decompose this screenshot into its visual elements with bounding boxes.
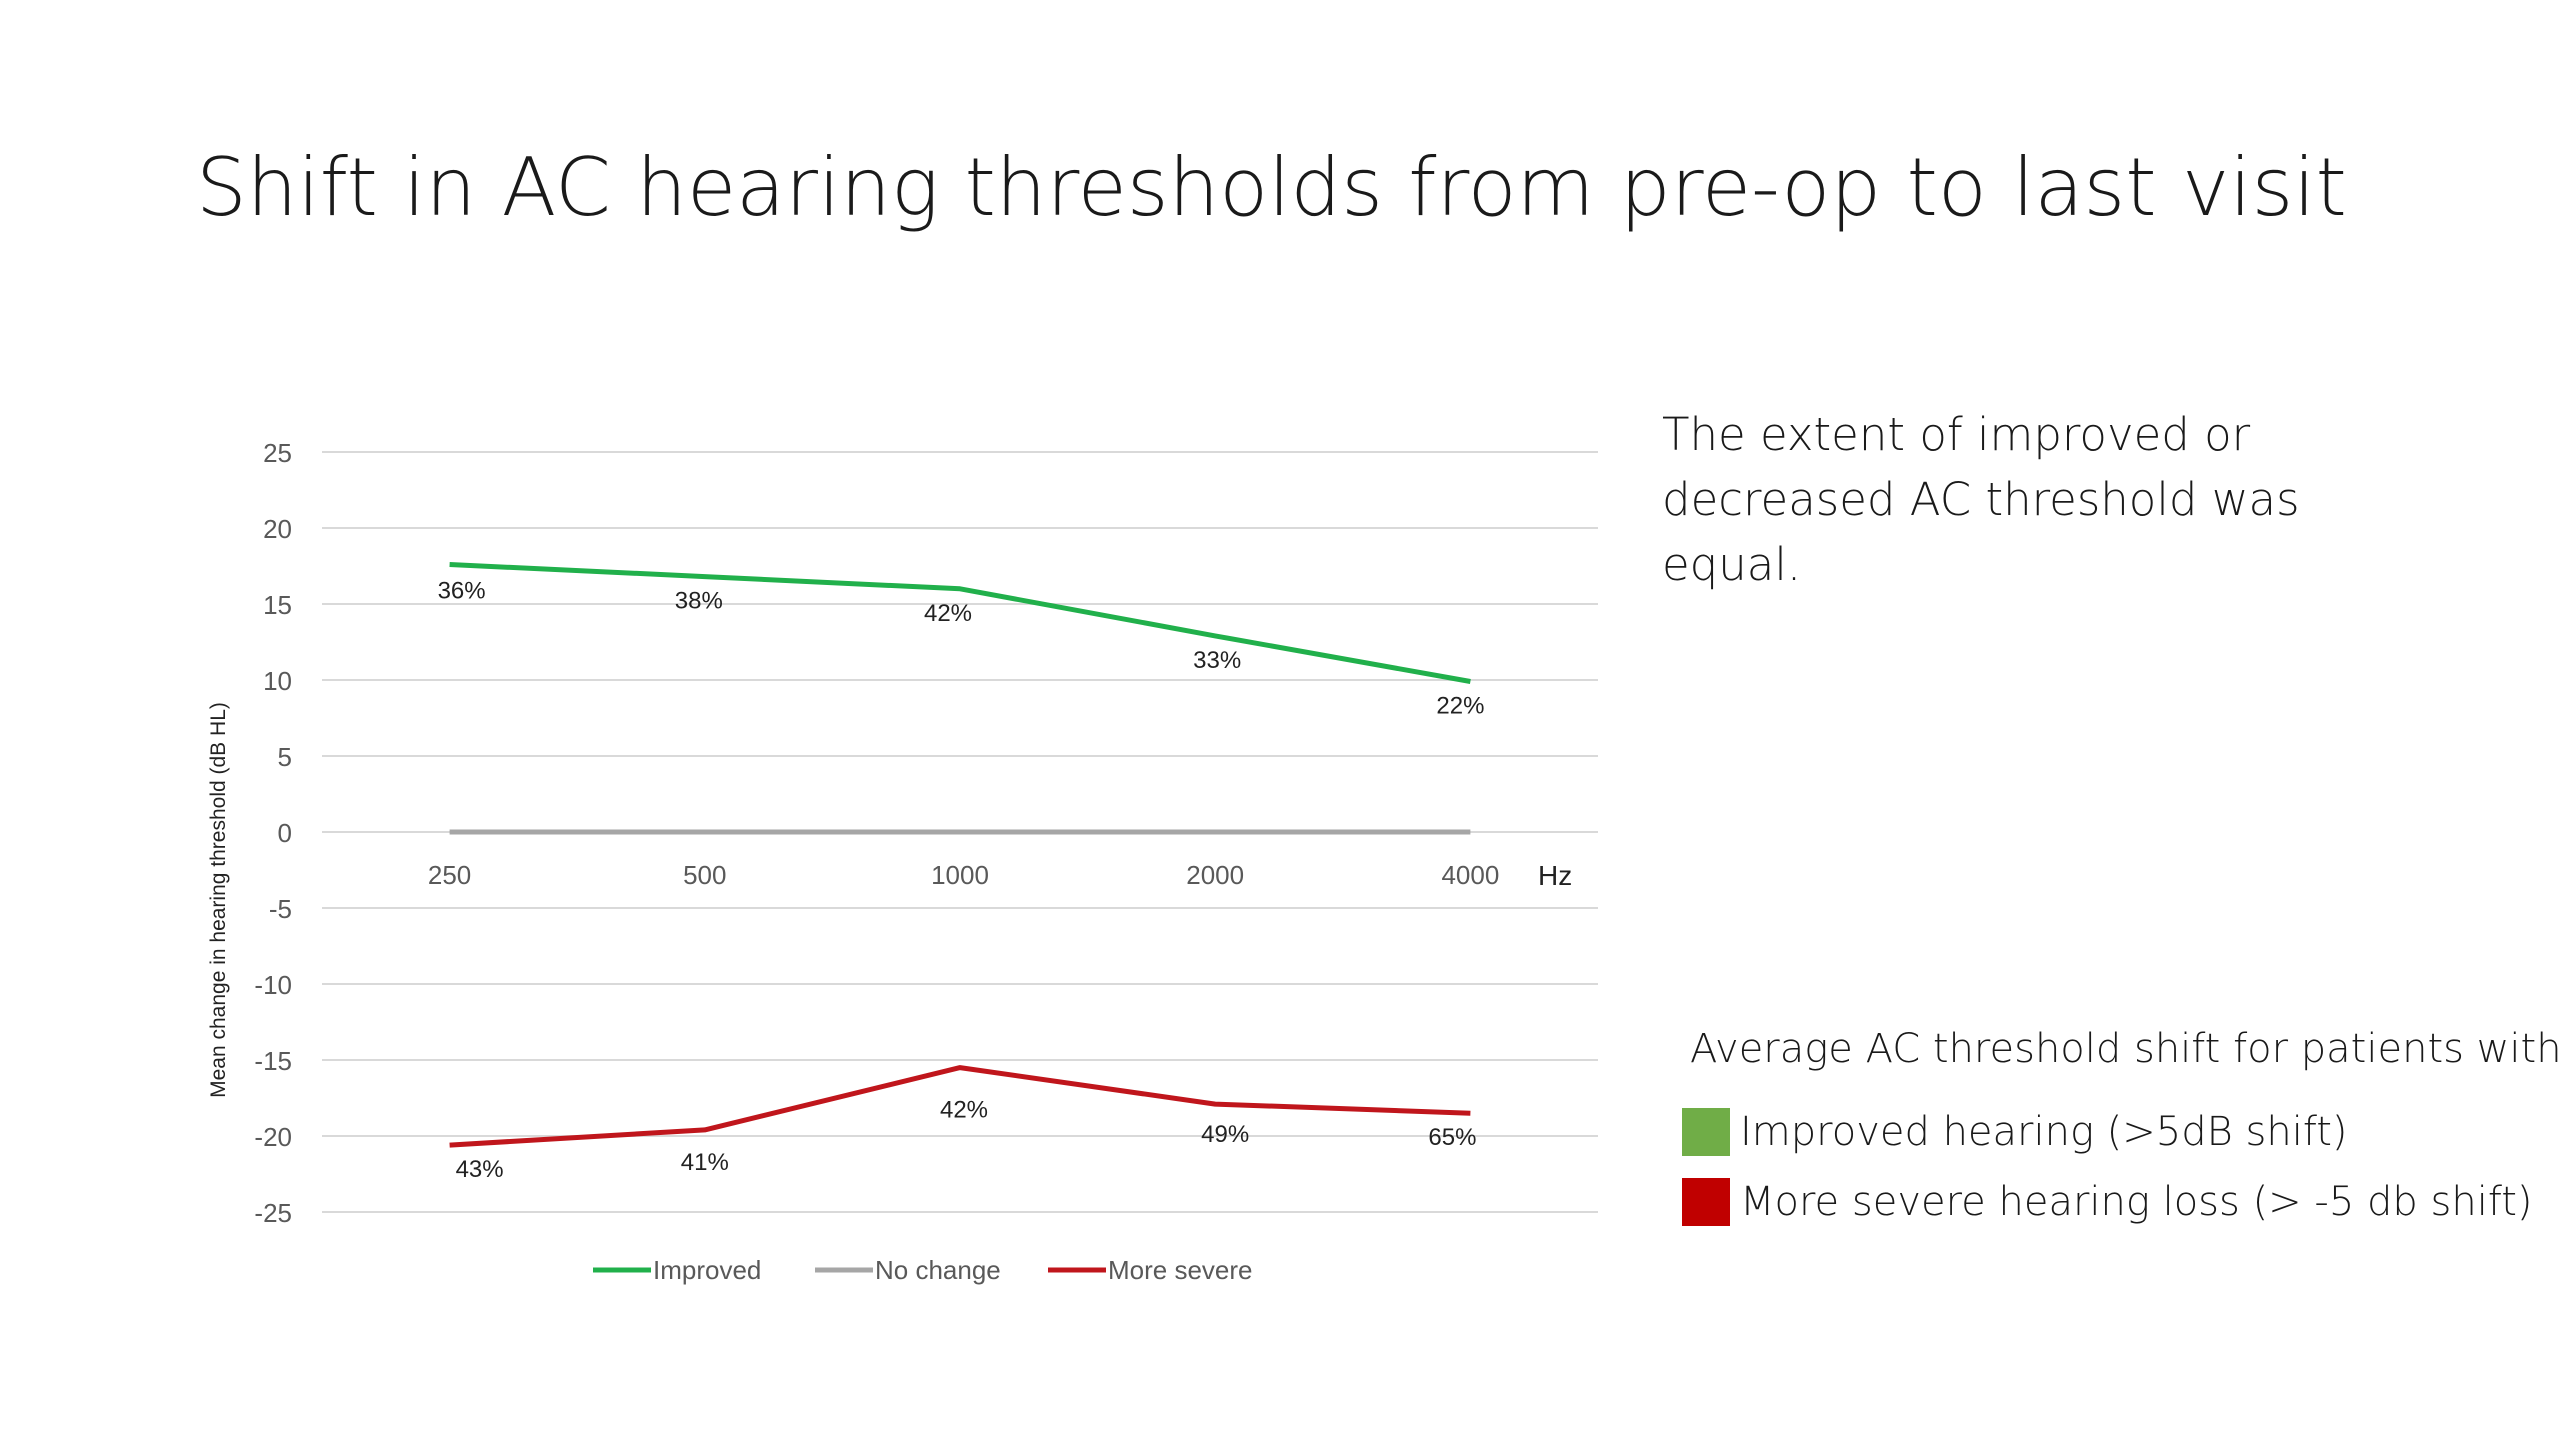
y-tick-label: 20 <box>263 514 292 544</box>
x-tick-label: 1000 <box>931 860 989 890</box>
x-tick-label: 2000 <box>1186 860 1244 890</box>
data-label: 41% <box>681 1149 729 1176</box>
y-tick-label: -5 <box>269 894 292 924</box>
series-line-improved <box>449 562 1471 684</box>
legend-label: Improved <box>653 1255 761 1285</box>
data-label: 42% <box>924 600 972 627</box>
x-tick-label: 4000 <box>1441 860 1499 890</box>
shift-legend-item-improved: Improved hearing (>5dB shift) <box>1682 1108 2348 1156</box>
y-tick-label: 15 <box>263 590 292 620</box>
chart-legend: Improved No change More severe <box>593 1255 1253 1285</box>
y-tick-label: 0 <box>278 818 292 848</box>
data-label: 43% <box>456 1156 504 1183</box>
data-label: 33% <box>1193 647 1241 674</box>
series-lines <box>449 562 1471 1148</box>
data-label: 49% <box>1201 1121 1249 1148</box>
data-label: 36% <box>438 577 486 604</box>
shift-legend-item-more-severe: More severe hearing loss (> -5 db shift) <box>1682 1178 2532 1226</box>
series-line-more-severe <box>449 1065 1471 1148</box>
data-label: 22% <box>1436 693 1484 720</box>
slide-title: Shift in AC hearing thresholds from pre-… <box>196 141 2347 234</box>
x-tick-label: 500 <box>683 860 726 890</box>
y-tick-label: -15 <box>254 1046 292 1076</box>
y-tick-label: 10 <box>263 666 292 696</box>
data-labels: 36% 38% 42% 33% 22% 43% 41% 42% 49% 65% <box>438 577 1485 1183</box>
y-tick-label: 5 <box>278 742 292 772</box>
y-tick-label: -10 <box>254 970 292 1000</box>
shift-legend-label: Improved hearing (>5dB shift) <box>1740 1109 2348 1155</box>
data-label: 42% <box>940 1097 988 1124</box>
more-severe-swatch <box>1682 1178 1730 1226</box>
data-label: 38% <box>675 588 723 615</box>
note-text: The extent of improved or decreased AC t… <box>1662 408 2300 591</box>
shift-legend-title: Average AC threshold shift for patients … <box>1690 1026 2560 1072</box>
y-tick-label: 25 <box>263 438 292 468</box>
gridlines <box>322 451 1598 1213</box>
x-axis-ticks: 250 500 1000 2000 4000 <box>428 860 1499 890</box>
y-axis-label: Mean change in hearing threshold (dB HL) <box>207 702 230 1098</box>
y-tick-label: -20 <box>254 1122 292 1152</box>
improved-swatch <box>1682 1108 1730 1156</box>
y-tick-label: -25 <box>254 1198 292 1228</box>
legend-label: More severe <box>1108 1255 1253 1285</box>
y-axis-ticks: 25 20 15 10 5 0 -5 -10 -15 -20 -25 <box>254 438 292 1228</box>
data-label: 65% <box>1428 1124 1476 1151</box>
x-axis-unit-label: Hz <box>1538 860 1572 891</box>
legend-label: No change <box>875 1255 1001 1285</box>
shift-legend-label: More severe hearing loss (> -5 db shift) <box>1740 1179 2533 1225</box>
x-tick-label: 250 <box>428 860 471 890</box>
